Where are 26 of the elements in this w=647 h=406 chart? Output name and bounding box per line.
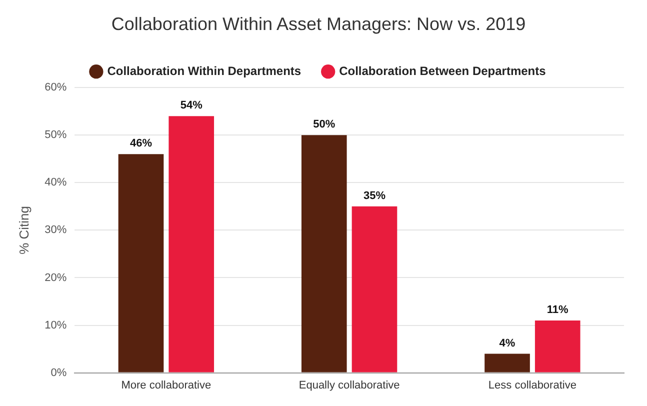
data-label: 54% [180, 100, 203, 112]
bar [352, 206, 398, 372]
y-tick-label: 0% [50, 366, 67, 379]
bar [484, 354, 530, 372]
y-tick-label: 30% [44, 224, 67, 236]
chart-title: Collaboration Within Asset Managers: Now vs. 2019 [111, 14, 526, 34]
legend-label: Collaboration Within Departments [107, 64, 302, 78]
y-tick-label: 60% [44, 82, 67, 94]
data-label: 50% [313, 118, 336, 131]
legend-label: Collaboration Between Departments [339, 64, 546, 78]
data-label: 46% [130, 138, 152, 150]
x-tick-label: More collaborative [121, 379, 212, 392]
data-label: 35% [363, 190, 386, 202]
y-tick-label: 40% [44, 176, 67, 189]
y-tick-label: 10% [44, 319, 67, 332]
bar [118, 154, 164, 372]
bar [534, 320, 580, 372]
bar [168, 116, 214, 372]
x-tick-label: Equally collaborative [298, 379, 400, 392]
x-tick-label: Less collaborative [488, 379, 576, 392]
data-label: 11% [546, 304, 569, 316]
y-tick-label: 50% [44, 129, 67, 142]
y-tick-label: 20% [44, 272, 67, 284]
data-label: 4% [499, 337, 516, 350]
y-axis-title: % Citing [16, 206, 32, 254]
bar [301, 135, 347, 372]
